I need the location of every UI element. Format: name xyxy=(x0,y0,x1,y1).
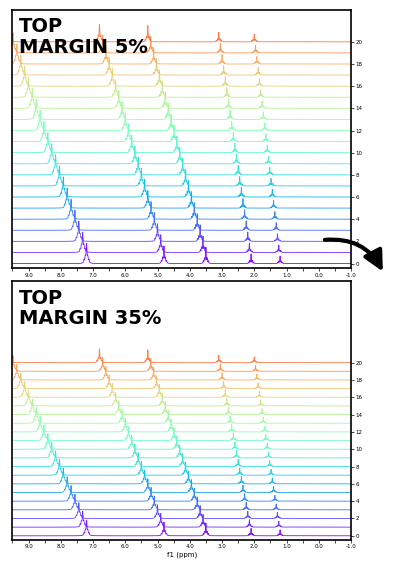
Text: TOP
MARGIN 5%: TOP MARGIN 5% xyxy=(19,18,148,57)
Text: TOP
MARGIN 35%: TOP MARGIN 35% xyxy=(19,289,161,328)
X-axis label: f1 (ppm): f1 (ppm) xyxy=(166,280,197,287)
X-axis label: f1 (ppm): f1 (ppm) xyxy=(166,551,197,558)
